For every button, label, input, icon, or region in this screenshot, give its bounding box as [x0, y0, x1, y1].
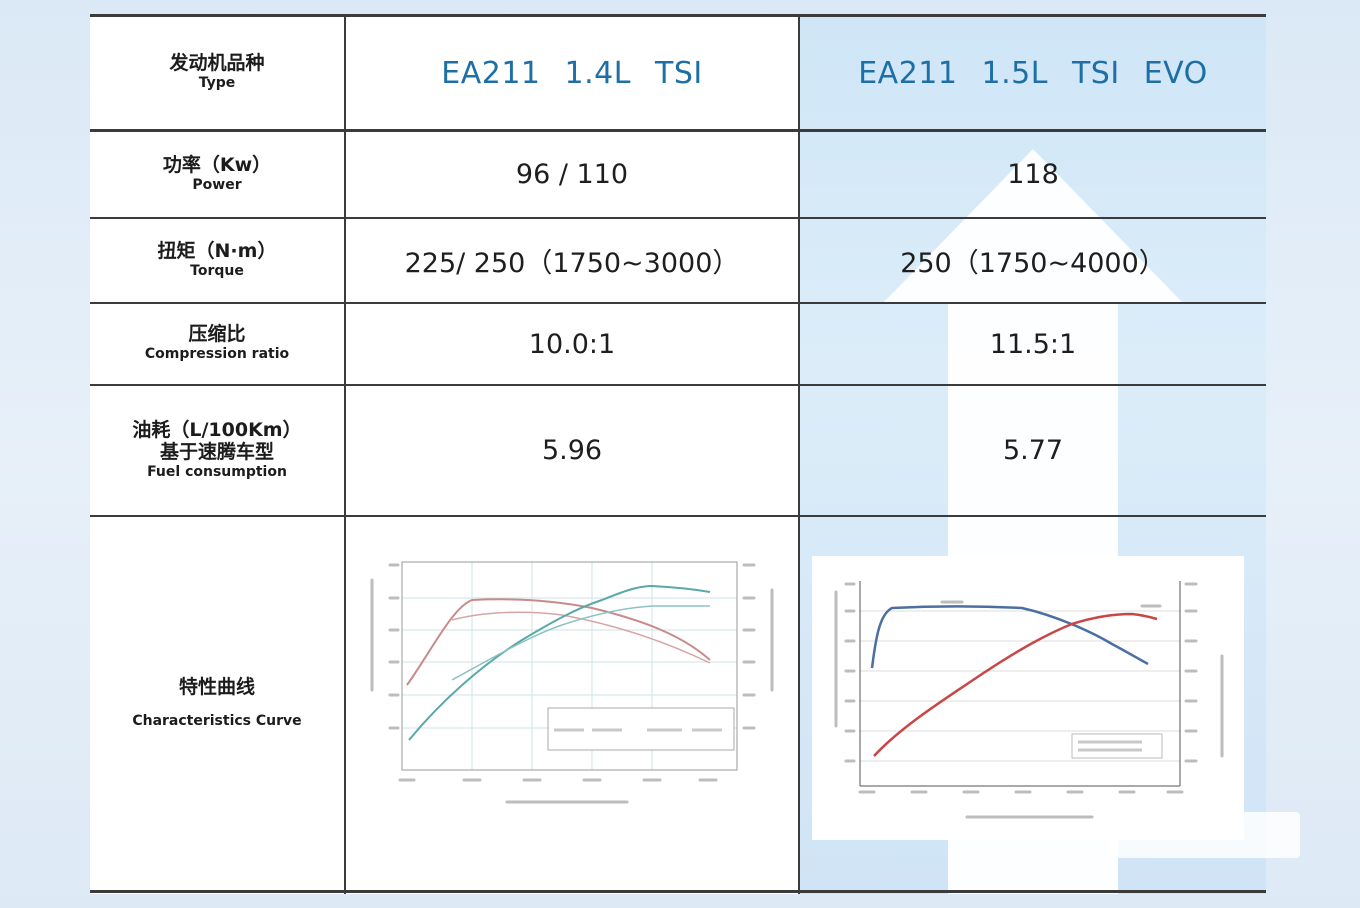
- header-label-cn: 发动机品种: [169, 52, 265, 75]
- power-curve-1b: [451, 605, 710, 681]
- row-label-cn: 油耗（L/100Km）: [132, 418, 302, 441]
- cell-value: 5.96: [541, 435, 603, 466]
- compression-value-1: 10.0:1: [346, 304, 798, 384]
- row-label-en: Fuel consumption: [147, 463, 287, 480]
- row-divider: [90, 384, 1266, 386]
- table-border-top: [90, 14, 1266, 17]
- header-col2-cell: EA211 1.5L TSI EVO: [800, 17, 1266, 129]
- row-label-fuel: 油耗（L/100Km） 基于速腾车型 Fuel consumption: [90, 386, 344, 515]
- row-label-cn: 功率（Kw）: [162, 153, 272, 176]
- header-label-en: Type: [198, 75, 236, 92]
- row-label-en: Power: [192, 176, 242, 193]
- row-label-torque: 扭矩（N·m） Torque: [90, 219, 344, 302]
- power-value-2: 118: [800, 132, 1266, 217]
- curve-chart-1-graphic: [352, 540, 792, 820]
- engine-name-1: EA211 1.4L TSI: [441, 55, 703, 91]
- row-label-cn-sub: 基于速腾车型: [159, 440, 274, 463]
- cell-value: 11.5:1: [989, 328, 1077, 360]
- fuel-value-2: 5.77: [800, 386, 1266, 515]
- watermark-logo: [1110, 812, 1300, 858]
- row-label-cn: 扭矩（N·m）: [157, 239, 277, 262]
- row-label-curve: 特性曲线 Characteristics Curve: [90, 517, 344, 890]
- fuel-value-1: 5.96: [346, 386, 798, 515]
- row-label-en: Compression ratio: [144, 346, 290, 363]
- row-divider: [90, 515, 1266, 517]
- characteristic-curve-chart-1: [352, 540, 792, 820]
- torque-value-1: 225/ 250（1750~3000）: [346, 219, 798, 302]
- row-label-en: Torque: [190, 262, 244, 279]
- header-col1-cell: EA211 1.4L TSI: [346, 17, 798, 129]
- torque-value-2: 250（1750~4000）: [800, 219, 1266, 302]
- torque-curve-2: [870, 605, 1149, 669]
- row-divider: [90, 217, 1266, 219]
- cell-value: 10.0:1: [528, 328, 616, 360]
- row-divider: [90, 302, 1266, 304]
- row-label-cn: 压缩比: [188, 323, 246, 346]
- cell-value: 250（1750~4000）: [900, 248, 1166, 279]
- cell-value: 118: [1007, 159, 1059, 190]
- cell-value: 96 / 110: [515, 159, 629, 190]
- power-curve-2: [873, 612, 1158, 757]
- torque-curve-1b: [451, 611, 711, 664]
- placeholder-text-bars: [370, 563, 774, 804]
- characteristic-curve-chart-2: [812, 556, 1244, 840]
- row-label-cn: 特性曲线: [178, 675, 255, 698]
- row-label-compression: 压缩比 Compression ratio: [90, 304, 344, 384]
- row-label-en: Characteristics Curve: [132, 712, 302, 729]
- placeholder-text-bars: [834, 582, 1224, 819]
- column-divider: [344, 14, 346, 894]
- row-label-power: 功率（Kw） Power: [90, 132, 344, 217]
- column-divider: [798, 14, 800, 894]
- legend-placeholder: [1078, 740, 1142, 752]
- row-divider: [90, 129, 1266, 132]
- cell-value: 225/ 250（1750~3000）: [404, 248, 740, 279]
- engine-name-2: EA211 1.5L TSI EVO: [858, 55, 1208, 91]
- header-label-cell: 发动机品种 Type: [90, 17, 344, 129]
- power-curve-1: [408, 584, 711, 741]
- compression-value-2: 11.5:1: [800, 304, 1266, 384]
- power-value-1: 96 / 110: [346, 132, 798, 217]
- table-border-bottom: [90, 890, 1266, 893]
- cell-value: 5.77: [1002, 435, 1064, 466]
- torque-curve-1: [406, 598, 711, 686]
- curve-chart-2-graphic: [812, 556, 1244, 840]
